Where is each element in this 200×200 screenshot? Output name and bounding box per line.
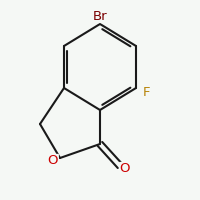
Text: O: O (120, 162, 130, 176)
Text: O: O (48, 154, 58, 168)
Text: F: F (143, 86, 151, 99)
Text: Br: Br (93, 9, 107, 22)
